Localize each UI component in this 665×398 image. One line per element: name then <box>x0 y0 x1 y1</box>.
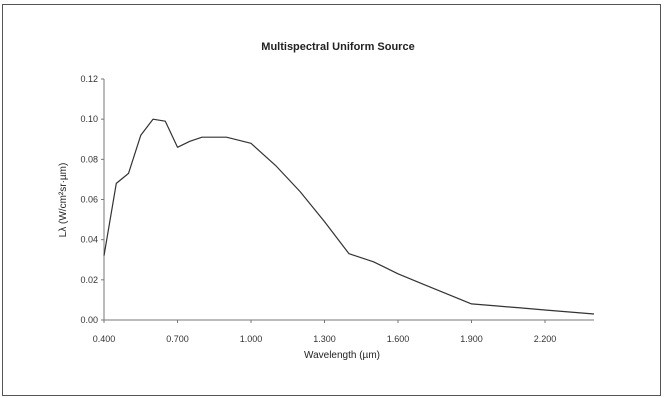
chart-frame <box>2 4 661 396</box>
y-tick-label: 0.08 <box>80 154 98 164</box>
x-tick-label: 1.000 <box>240 334 263 344</box>
x-tick-label: 2.200 <box>534 334 557 344</box>
y-tick-label: 0.02 <box>80 275 98 285</box>
y-tick-label: 0.06 <box>80 195 98 205</box>
y-axis-label: Lλ (W/cm²sr·µm) <box>58 163 69 238</box>
y-tick-label: 0.12 <box>80 74 98 84</box>
series-line <box>103 118 595 315</box>
x-tick-label: 1.900 <box>460 334 483 344</box>
y-tick-label: 0.10 <box>80 114 98 124</box>
y-tick-label: 0.00 <box>80 315 98 325</box>
x-tick-label: 0.700 <box>166 334 189 344</box>
x-tick-label: 1.600 <box>387 334 410 344</box>
x-axis-label: Wavelength (µm) <box>304 350 380 361</box>
x-tick-label: 1.300 <box>313 334 336 344</box>
x-tick-label: 0.400 <box>93 334 116 344</box>
y-tick-label: 0.04 <box>80 235 98 245</box>
chart-title: Multispectral Uniform Source <box>261 41 414 53</box>
plot-area: 0.00 0.02 0.04 0.06 0.08 0.10 0.12 0.400 0.700 1.… <box>80 74 595 344</box>
